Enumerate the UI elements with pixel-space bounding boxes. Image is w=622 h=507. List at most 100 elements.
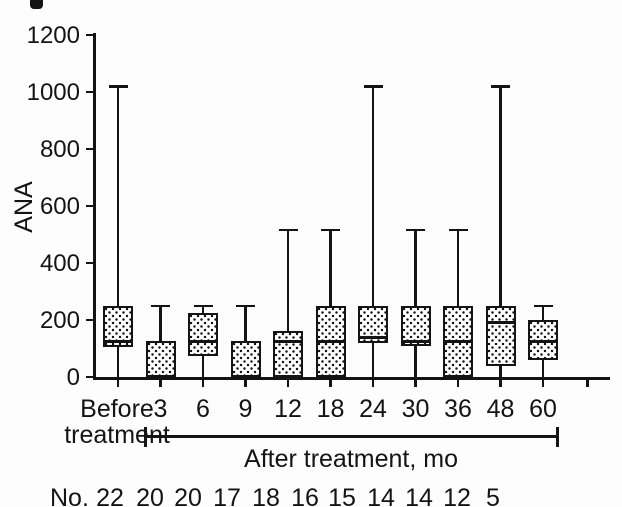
x-tick-label-before-line1: Before: [80, 395, 154, 423]
lower-whisker-line: [414, 345, 417, 377]
upper-whisker-cap: [321, 228, 340, 232]
upper-whisker-cap: [278, 228, 298, 232]
cropped-artifact: [30, 0, 43, 9]
y-axis-line: [93, 33, 96, 380]
upper-whisker-cap: [448, 228, 468, 232]
n-count: 14: [405, 484, 433, 507]
y-tick-label: 1000: [26, 79, 80, 106]
y-axis-tick: [85, 318, 94, 322]
box: [188, 312, 218, 356]
box: [273, 331, 303, 377]
lower-whisker-line: [371, 342, 375, 377]
median-line: [487, 321, 514, 325]
lower-whisker-line: [541, 359, 545, 377]
box: [358, 305, 388, 343]
n-count: 15: [328, 484, 356, 507]
x-tick-label: 12: [274, 395, 302, 423]
median-line: [105, 339, 131, 343]
x-axis-tick: [329, 379, 332, 387]
upper-whisker-line: [541, 305, 545, 320]
x-tick-label: 30: [401, 395, 430, 423]
y-axis-tick: [85, 33, 94, 37]
x-tick-label: 9: [238, 395, 253, 423]
median-line: [275, 339, 301, 343]
n-row-label: No.: [50, 484, 89, 507]
x-axis-tick: [371, 379, 375, 387]
x-tick-label: 60: [529, 395, 557, 423]
upper-whisker-cap: [363, 85, 383, 88]
n-count: 5: [486, 484, 500, 507]
y-tick-label: 0: [66, 364, 80, 391]
upper-whisker-line: [371, 86, 375, 306]
box: [145, 341, 176, 377]
upper-whisker-line: [116, 86, 120, 306]
x-axis-tick: [244, 379, 247, 387]
upper-whisker-cap: [108, 85, 128, 88]
median-line: [190, 339, 216, 343]
upper-whisker-line: [329, 230, 332, 306]
x-axis-line: [93, 377, 610, 380]
y-axis-tick: [85, 375, 94, 379]
x-axis-tick: [541, 379, 545, 387]
y-axis-tick: [85, 147, 94, 151]
n-count: 12: [443, 484, 471, 507]
n-count: 18: [252, 484, 280, 507]
lower-whisker-line: [201, 355, 205, 377]
box: [230, 341, 261, 377]
n-count: 20: [174, 484, 202, 507]
median-line: [360, 335, 386, 339]
upper-whisker-cap: [491, 85, 510, 88]
x-axis-tick: [159, 379, 162, 387]
x-tick-label: 48: [486, 395, 515, 423]
upper-whisker-cap: [193, 304, 213, 307]
box: [103, 305, 133, 348]
x-axis-tick: [499, 379, 502, 387]
y-tick-label: 1200: [26, 22, 80, 49]
x-tick-label: 3: [153, 395, 168, 423]
y-tick-label: 200: [39, 307, 80, 334]
median-line: [402, 339, 429, 343]
upper-whisker-line: [286, 230, 290, 332]
y-axis-tick: [85, 261, 94, 265]
box: [485, 305, 516, 366]
median-line: [317, 339, 344, 343]
x-axis-tick: [286, 379, 290, 387]
after-treatment-bracket-right-tick: [556, 427, 559, 447]
upper-whisker-cap: [533, 304, 553, 307]
n-count: 17: [213, 484, 241, 507]
lower-whisker-line: [116, 347, 120, 377]
x-tick-label: 24: [359, 395, 387, 423]
upper-whisker-line: [159, 305, 162, 342]
box: [400, 305, 431, 346]
x-axis-tick: [456, 379, 460, 387]
upper-whisker-line: [456, 230, 460, 306]
x-tick-label: 36: [444, 395, 472, 423]
y-tick-label: 400: [39, 250, 80, 277]
upper-whisker-cap: [236, 304, 255, 307]
x-axis-tick: [414, 379, 417, 387]
n-count: 20: [136, 484, 164, 507]
lower-whisker-line: [499, 365, 502, 377]
x-tick-label: 18: [316, 395, 345, 423]
after-treatment-bracket-line: [144, 435, 558, 438]
upper-whisker-line: [414, 230, 417, 306]
upper-whisker-line: [499, 86, 502, 306]
x-axis-tick: [586, 379, 589, 387]
median-line: [445, 339, 471, 343]
x-tick-label: 6: [196, 395, 210, 423]
upper-whisker-cap: [406, 228, 425, 232]
x-axis-group-label: After treatment, mo: [244, 445, 458, 473]
y-axis-tick: [85, 204, 94, 208]
upper-whisker-line: [201, 305, 205, 313]
n-count: 16: [291, 484, 319, 507]
n-count: 14: [367, 484, 395, 507]
upper-whisker-line: [244, 305, 247, 342]
y-tick-label: 600: [39, 193, 80, 220]
median-line: [530, 339, 556, 343]
upper-whisker-cap: [151, 304, 170, 307]
y-tick-label: 800: [39, 136, 80, 163]
x-axis-tick: [201, 379, 205, 387]
y-axis-tick: [85, 90, 94, 94]
